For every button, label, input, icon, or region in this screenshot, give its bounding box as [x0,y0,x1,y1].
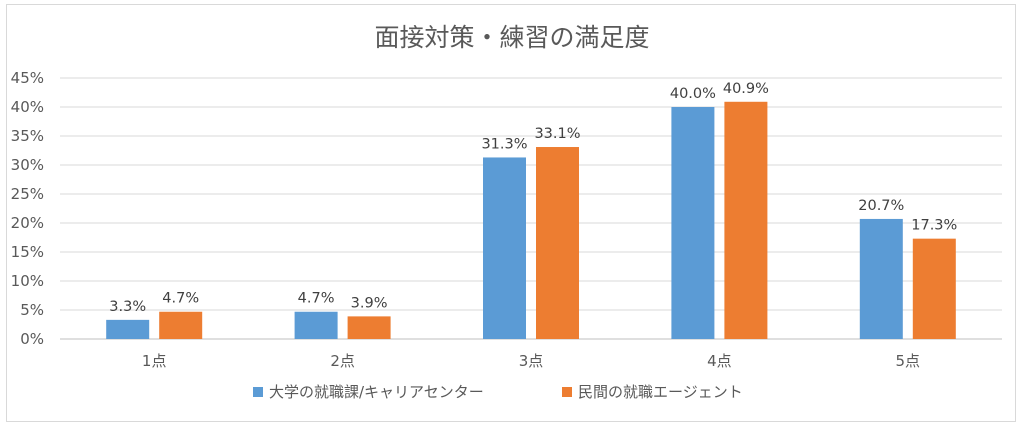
bars [106,101,956,339]
legend-label: 民間の就職エージェント [578,383,743,401]
data-label: 31.3% [481,136,527,152]
bar [671,107,715,339]
bar [859,218,903,339]
legend-label: 大学の就職課/キャリアセンター [269,383,484,401]
chart-title: 面接対策・練習の満足度 [374,23,649,52]
data-label: 3.3% [109,299,146,315]
data-labels: 3.3% 4.7% 4.7% 3.9% 31.3% 33.1% 40.0% 40.9% 20.7… [109,81,957,315]
data-label: 40.0% [670,86,716,102]
y-tick-label: 20% [11,214,44,232]
gridlines [60,77,1002,340]
bar [106,319,150,339]
y-tick-label: 35% [11,127,44,145]
y-axis: 0% 5% 10% 15% 20% 25% 30% 35% 40% 45% [11,69,44,348]
legend-swatch [562,387,572,397]
data-label: 40.9% [723,81,769,97]
bar [724,101,768,339]
data-label: 4.7% [162,291,199,307]
y-tick-label: 10% [11,272,44,290]
y-tick-label: 5% [20,301,44,319]
data-label: 3.9% [351,295,388,311]
bar [347,316,391,339]
y-tick-label: 25% [11,185,44,203]
bar [536,147,579,339]
x-tick-label: 2点 [330,352,355,370]
data-label: 17.3% [911,218,957,234]
data-label: 20.7% [858,198,904,214]
x-tick-label: 1点 [142,352,167,370]
legend-swatch [253,387,263,397]
data-label: 33.1% [534,126,580,142]
y-tick-label: 30% [11,156,44,174]
x-axis: 1点 2点 3点 4点 5点 [142,352,920,370]
legend: 大学の就職課/キャリアセンター 民間の就職エージェント [253,383,743,401]
x-tick-label: 4点 [707,352,732,370]
y-tick-label: 0% [20,330,44,348]
y-tick-label: 15% [11,243,44,261]
bar [912,238,956,339]
y-tick-label: 40% [11,98,44,116]
bar [294,311,338,339]
x-tick-label: 5点 [896,352,921,370]
x-tick-label: 3点 [519,352,544,370]
bar [483,157,526,339]
y-tick-label: 45% [11,69,44,87]
bar [159,311,203,339]
data-label: 4.7% [298,291,335,307]
